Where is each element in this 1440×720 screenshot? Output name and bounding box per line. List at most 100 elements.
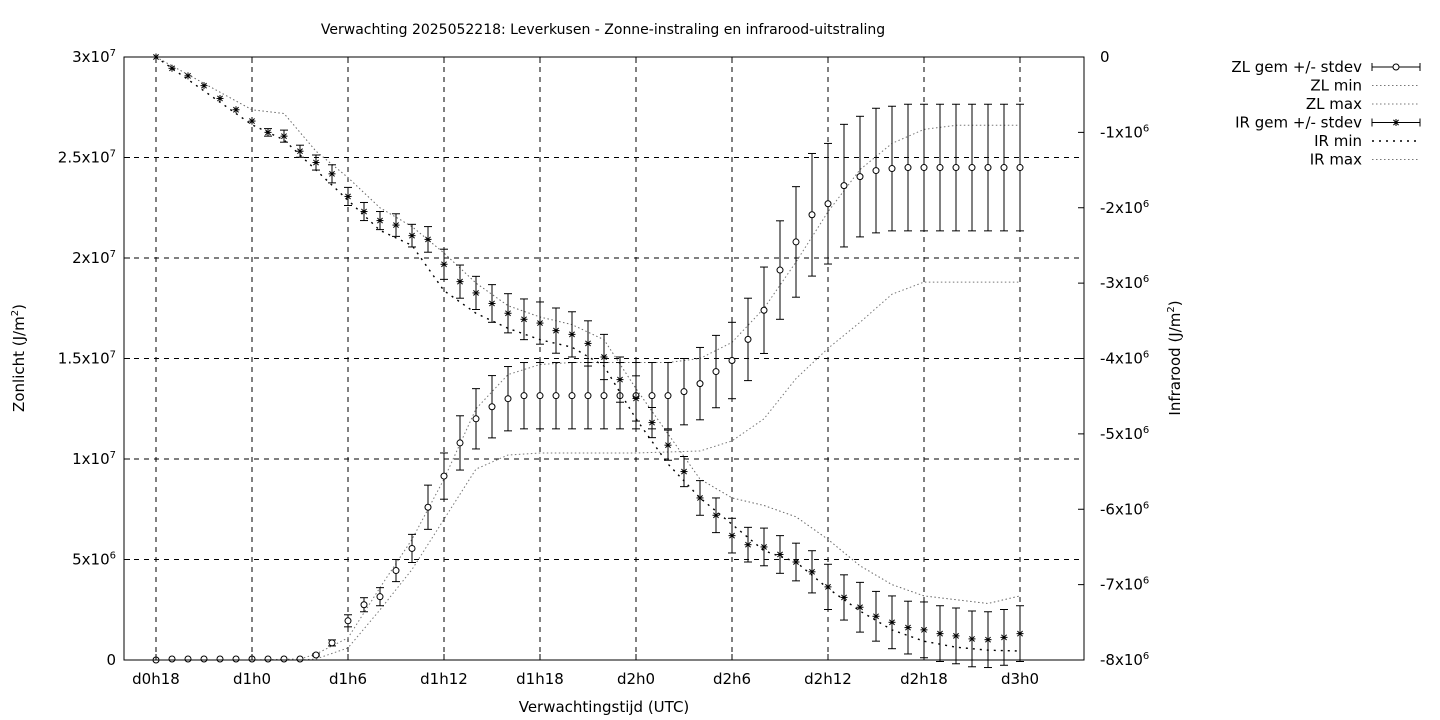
ir-mean-point [856,603,864,611]
y-right-axis-label-text: Infrarood (J/m [1166,313,1184,416]
ir-mean-point [312,159,320,167]
ir-max-line [155,56,1021,605]
zl-mean-point [984,164,992,172]
zl-mean-point [312,651,320,659]
ir-mean-point [952,632,960,640]
y-right-tick-label: -4x106 [1100,350,1149,368]
ir-mean-point [968,635,976,643]
ir-mean-point [1000,633,1008,641]
ir-mean-point [744,541,752,549]
x-tick-label: d2h6 [713,670,751,688]
ir-min-line [155,56,1021,652]
ir-mean-point [264,128,272,136]
ir-mean-point [488,299,496,307]
ir-mean-points [152,53,1024,669]
zl-mean-point [648,392,656,400]
zl-mean-point [168,655,176,663]
ir-mean-point [888,618,896,626]
x-tick-label: d2h0 [617,670,655,688]
x-tick-label: d3h0 [1001,670,1039,688]
ir-mean-point [520,315,528,323]
ir-mean-point [200,82,208,90]
zl-mean-point [360,601,368,609]
zl-mean-point [808,211,816,219]
zl-mean-point [1016,164,1024,172]
zl-mean-point [936,164,944,172]
zl-mean-point [568,392,576,400]
zl-min-curve [156,281,1020,661]
zl-mean-point [552,392,560,400]
zl-mean-point [424,503,432,511]
ir-mean-point [408,232,416,240]
ir-mean-point [440,260,448,268]
y-right-tick-label: 0 [1100,48,1110,66]
x-tick-label: d1h0 [233,670,271,688]
ir-mean-point [536,319,544,327]
ir-mean-point [360,208,368,216]
legend-label: ZL min [1310,77,1362,95]
legend-label: ZL gem +/- stdev [1231,58,1362,76]
ir-mean-point [936,630,944,638]
zl-mean-point [712,368,720,376]
ir-mean-point [984,636,992,644]
y-right-tick-label: -2x106 [1100,199,1149,217]
y-right-axis-label-end: ) [1166,300,1184,306]
y-left-tick-label: 5x106 [72,551,116,569]
y-left-axis-label: Zonlicht (J/m2) [10,304,28,412]
ir-mean-point [344,192,352,200]
zl-mean-point [504,395,512,403]
zl-mean-point [952,164,960,172]
zl-mean-point [776,266,784,274]
zl-mean-point [792,238,800,246]
ir-mean-point [664,441,672,449]
zl-mean-point [232,655,240,663]
ir-mean-point [328,170,336,178]
zl-mean-point [536,392,544,400]
x-tick-label: d1h18 [516,670,564,688]
zl-mean-point [664,392,672,400]
zl-mean-point [600,392,608,400]
y-right-tick-label: -3x106 [1100,274,1149,292]
legend-label: IR max [1310,151,1362,169]
ir-mean-point [296,147,304,155]
zl-mean-point [840,182,848,190]
ir-mean-point [456,278,464,286]
ir-min-curve [155,56,1021,652]
zl-mean-point [216,655,224,663]
ir-mean-point [616,376,624,384]
y-right-tick-label: -1x106 [1100,123,1149,141]
legend-label: ZL max [1306,95,1362,113]
zl-mean-point [680,388,688,396]
y-right-axis-ticks: 0 -1x106 -2x106 -3x106 -4x106 -5x106 -6x106 -7x… [1078,48,1149,669]
zl-mean-point [408,544,416,552]
ir-mean-point [920,626,928,634]
y-left-axis-label-sup: 2 [10,310,21,316]
zl-mean-point [760,306,768,314]
ir-mean-point [1016,630,1024,638]
ir-mean-point [216,94,224,102]
ir-mean-point [728,532,736,540]
ir-mean-point [584,339,592,347]
y-left-tick-label: 0 [106,651,116,669]
zl-mean-point [184,655,192,663]
zl-mean-point [456,439,464,447]
y-right-tick-label: -8x106 [1100,651,1149,669]
ir-mean-point [232,106,240,114]
zl-mean-point [968,164,976,172]
zl-mean-point [488,403,496,411]
ir-mean-point [376,217,384,225]
y-left-tick-label: 2x107 [72,249,116,267]
ir-mean-point [776,550,784,558]
x-tick-label: d2h12 [804,670,852,688]
zl-mean-point [344,617,352,625]
ir-mean-point [680,468,688,476]
ir-mean-point [248,117,256,125]
ir-mean-point [808,568,816,576]
zl-mean-point [1000,164,1008,172]
zl-mean-point [440,472,448,480]
y-right-tick-label: -7x106 [1100,576,1149,594]
y-left-tick-label: 3x107 [72,48,116,66]
zl-mean-point [296,655,304,663]
ir-mean-point [392,221,400,229]
